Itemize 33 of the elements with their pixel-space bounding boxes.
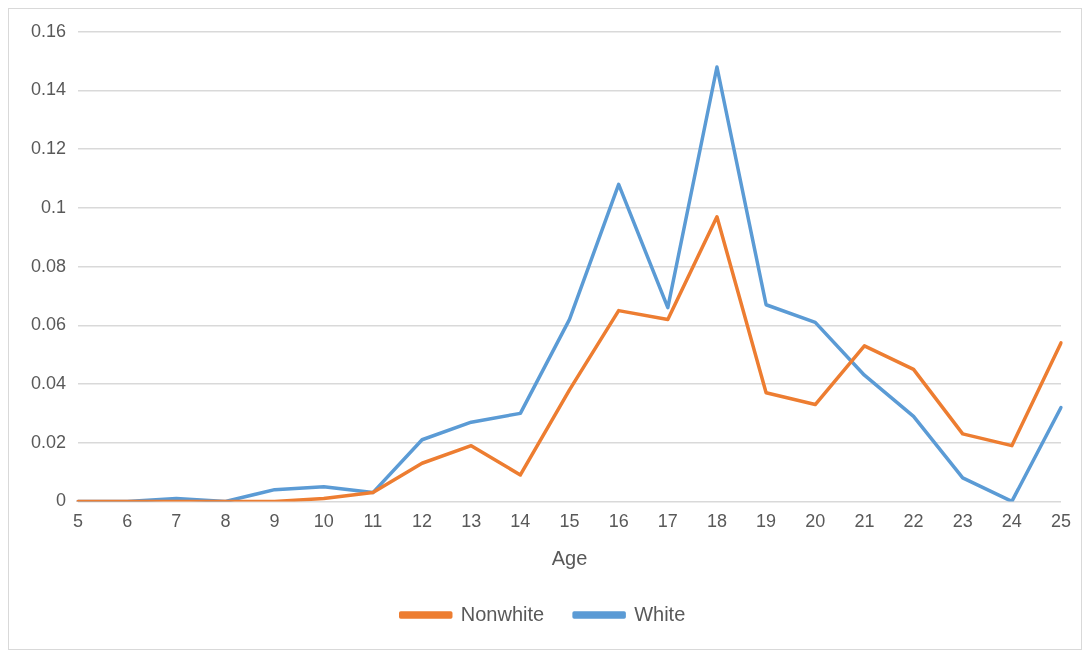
legend-label: Nonwhite (460, 602, 545, 625)
x-axis-title: Age (551, 546, 588, 569)
x-tick-label: 11 (363, 511, 383, 532)
x-tick-label: 9 (269, 511, 280, 532)
x-tick-label: 18 (706, 511, 727, 532)
y-tick-label: 0.14 (30, 79, 67, 100)
x-tick-label: 6 (122, 511, 133, 532)
x-tick-label: 8 (220, 511, 231, 532)
y-tick-label: 0.1 (41, 196, 67, 217)
x-tick-label: 17 (657, 511, 678, 532)
x-tick-label: 19 (756, 511, 777, 532)
x-tick-label: 14 (510, 511, 531, 532)
x-tick-label: 15 (559, 511, 580, 532)
x-tick-label: 25 (1050, 511, 1071, 532)
legend-label: White (634, 602, 686, 625)
x-tick-label: 5 (73, 511, 84, 532)
x-tick-label: 23 (952, 511, 973, 532)
x-tick-label: 10 (313, 511, 334, 532)
x-tick-label: 7 (171, 511, 182, 532)
x-tick-label: 12 (412, 511, 433, 532)
y-tick-label: 0.12 (30, 138, 67, 159)
y-tick-label: 0 (56, 490, 67, 511)
x-tick-label: 21 (854, 511, 875, 532)
x-tick-label: 20 (805, 511, 826, 532)
y-tick-label: 0.02 (30, 431, 67, 452)
x-tick-label: 16 (608, 511, 629, 532)
x-tick-label: 24 (1001, 511, 1022, 532)
y-tick-label: 0.16 (30, 20, 67, 41)
x-tick-label: 22 (903, 511, 924, 532)
y-tick-label: 0.06 (30, 314, 67, 335)
x-tick-label: 13 (461, 511, 482, 532)
y-tick-label: 0.08 (30, 255, 67, 276)
y-tick-label: 0.04 (30, 372, 67, 393)
